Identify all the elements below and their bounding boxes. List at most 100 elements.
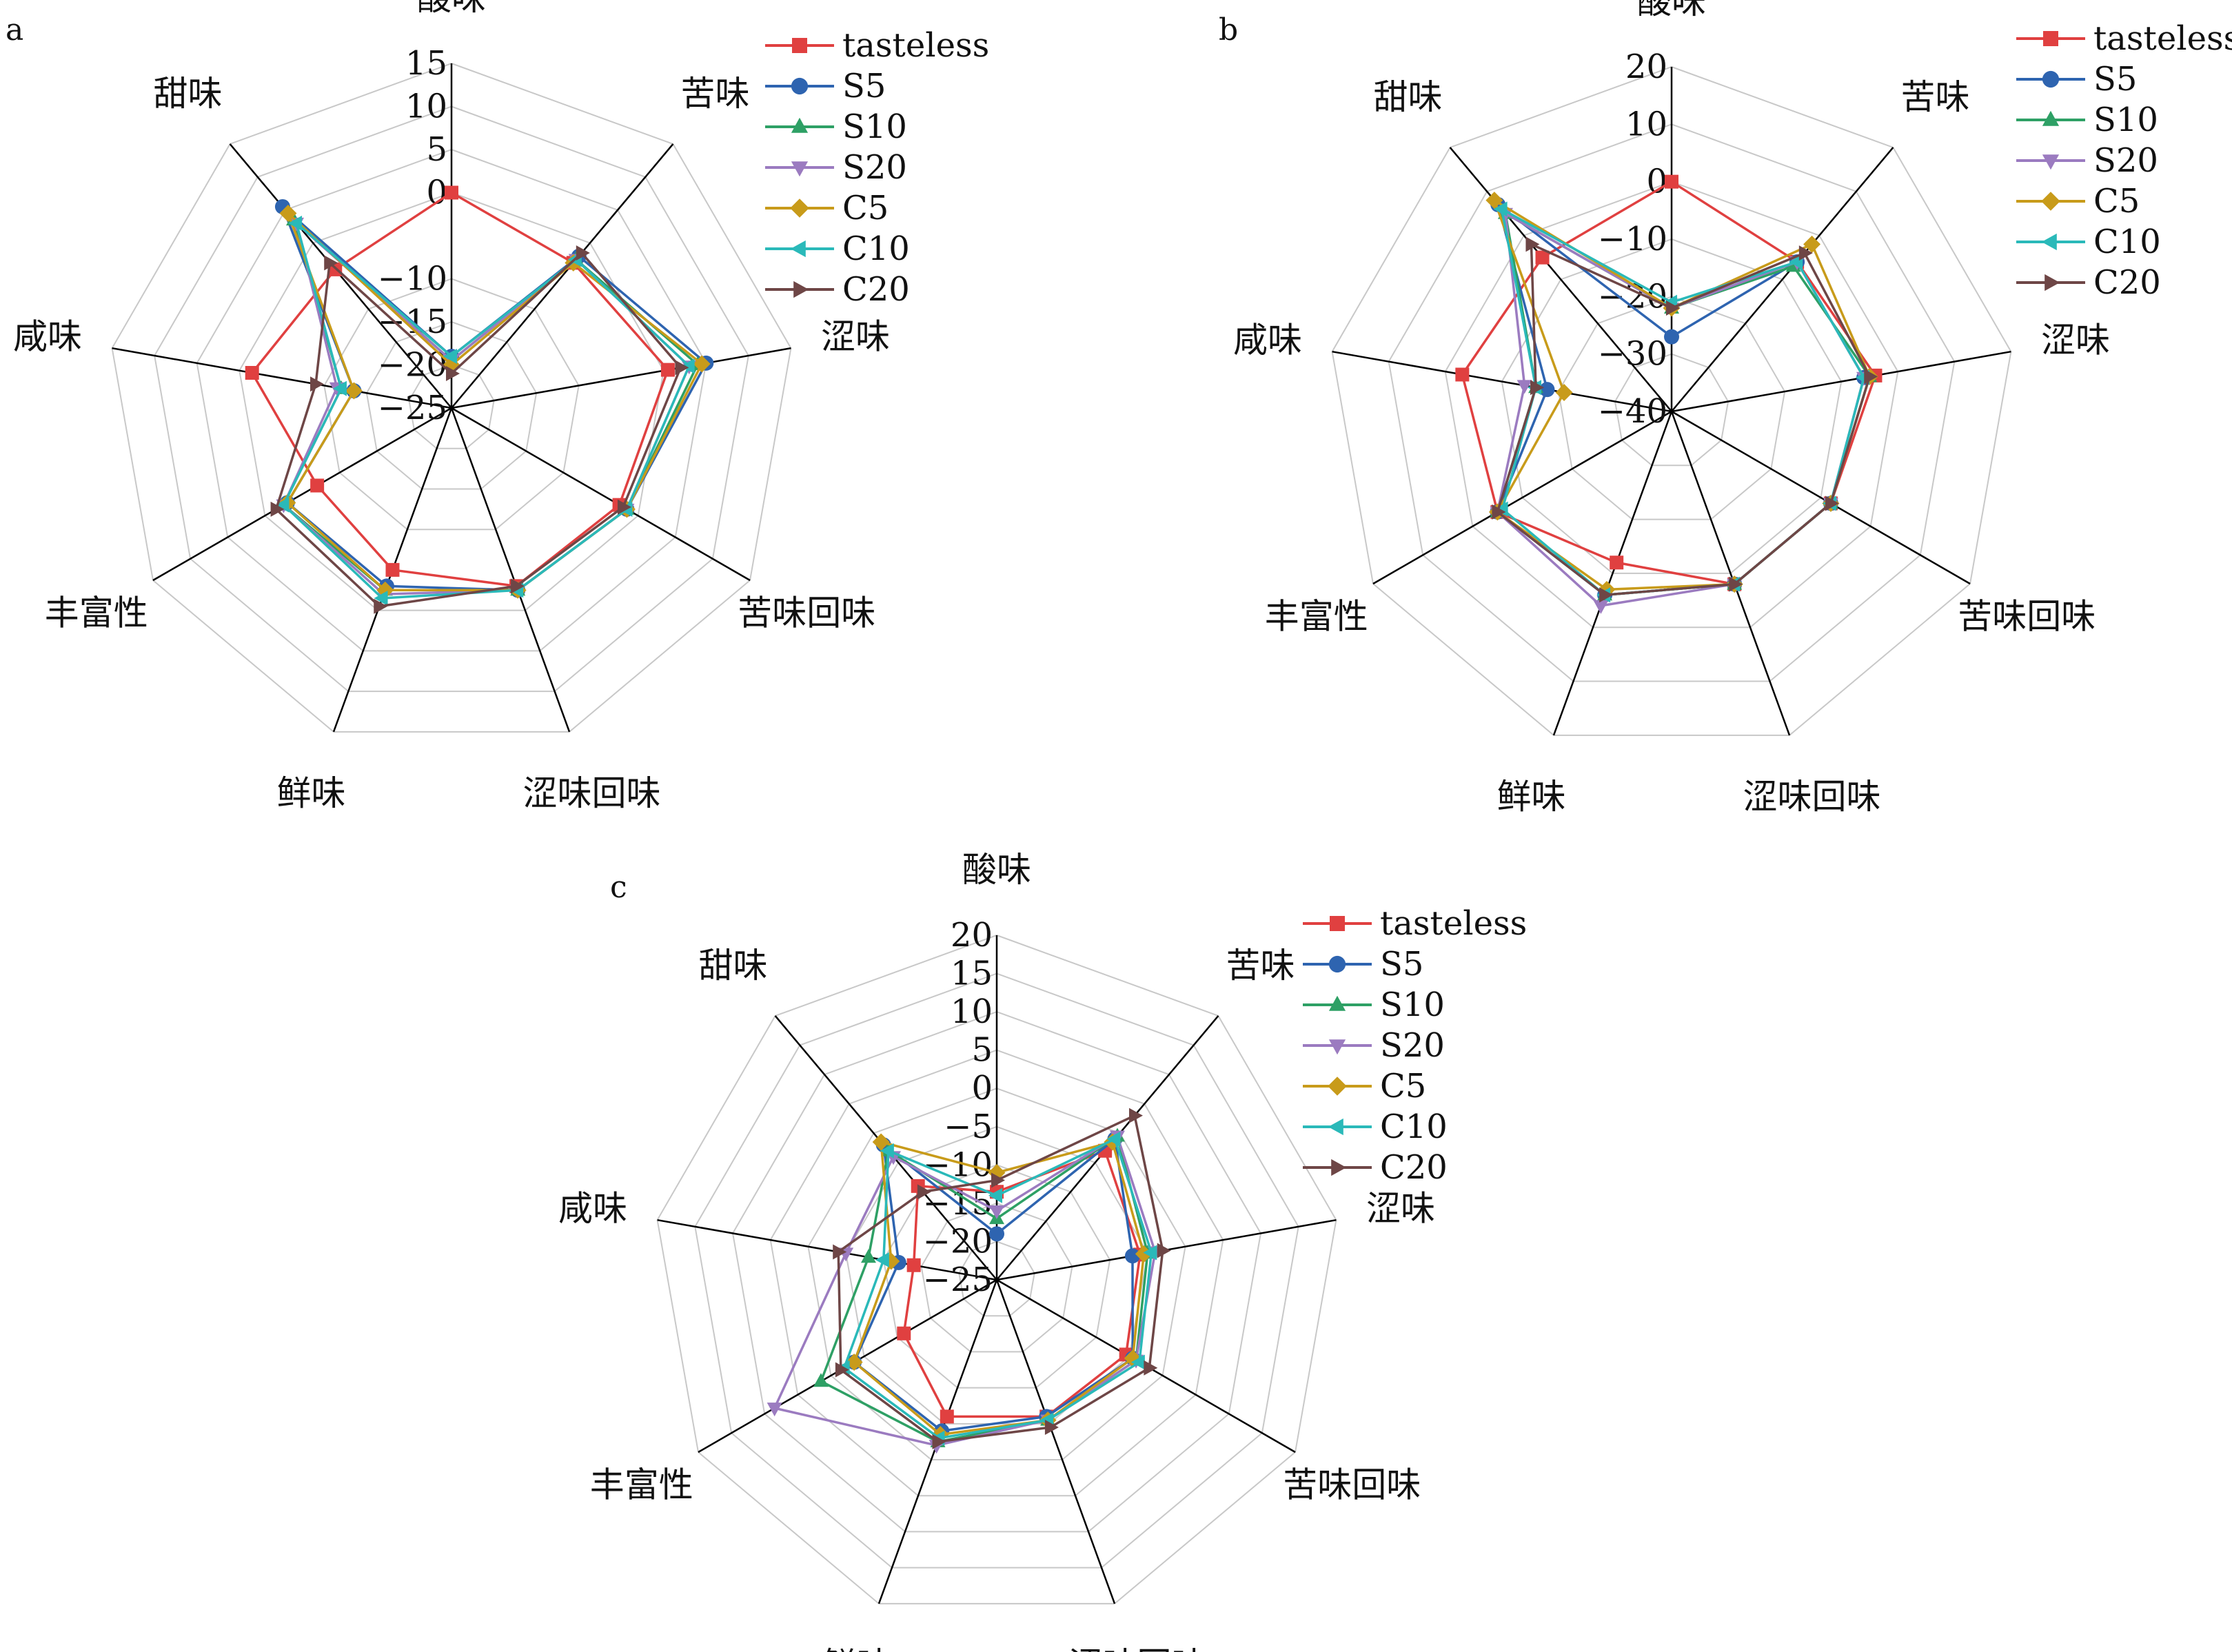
series-line xyxy=(853,1137,1135,1433)
legend-swatch-marker xyxy=(1330,916,1345,931)
legend-item: C10 xyxy=(1303,1108,1448,1146)
series-line xyxy=(250,191,669,588)
axis-label: 涩味回味 xyxy=(523,773,661,813)
legend-item: S10 xyxy=(1303,986,1445,1024)
axis-label: 丰富性 xyxy=(1265,597,1368,637)
data-point xyxy=(270,501,285,517)
legend-item: S5 xyxy=(2016,60,2137,99)
axis-label: 酸味 xyxy=(962,850,1031,890)
series-line xyxy=(842,1137,1153,1440)
legend-swatch-marker xyxy=(791,77,809,95)
data-point xyxy=(1525,236,1540,252)
legend-label: C5 xyxy=(2093,182,2140,221)
data-point xyxy=(1535,250,1550,265)
axis-label: 涩味回味 xyxy=(1068,1645,1206,1652)
data-point xyxy=(1044,1420,1059,1436)
data-point xyxy=(1493,201,1508,217)
axis-spoke xyxy=(1372,410,1672,585)
axis-spoke xyxy=(1671,147,1894,412)
legend-swatch-marker xyxy=(790,240,806,258)
grid-ring xyxy=(731,1011,1262,1533)
legend-label: C5 xyxy=(1380,1067,1426,1105)
series-c20 xyxy=(1492,236,1878,603)
legend-label: S10 xyxy=(842,108,907,146)
data-point xyxy=(1130,1354,1145,1370)
legend-swatch-marker xyxy=(1331,1159,1347,1176)
data-point xyxy=(275,497,290,513)
axis-spoke xyxy=(1449,147,1672,412)
data-point xyxy=(443,349,457,364)
panel-letter: a xyxy=(6,12,23,48)
data-point xyxy=(860,1249,876,1263)
axis-label: 涩味回味 xyxy=(1743,777,1881,817)
legend-item: C20 xyxy=(1303,1148,1448,1187)
legend-label: S20 xyxy=(1380,1026,1445,1065)
axis-label: 甜味 xyxy=(154,74,223,114)
legend-label: tasteless xyxy=(2093,19,2232,58)
axis-spoke xyxy=(451,143,674,409)
series-line xyxy=(286,212,703,592)
legend-swatch-marker xyxy=(792,38,807,53)
legend-swatch-marker xyxy=(2041,192,2060,211)
axis-spoke xyxy=(1552,411,1673,736)
legend-item: S5 xyxy=(765,67,886,105)
data-point xyxy=(660,363,675,377)
data-point xyxy=(245,365,259,380)
legend-item: C10 xyxy=(2016,223,2161,261)
series-group xyxy=(1455,174,1883,614)
axis-label: 酸味 xyxy=(417,0,486,18)
axis-spoke xyxy=(451,347,791,409)
data-point xyxy=(988,1187,1002,1203)
axis-label: 苦味回味 xyxy=(738,593,875,633)
legend-item: C20 xyxy=(765,270,910,309)
grid-ring xyxy=(1557,296,1786,520)
grid-ring xyxy=(769,1049,1224,1497)
axis-label: 鲜味 xyxy=(276,773,345,813)
axis-label: 甜味 xyxy=(699,946,768,986)
legend-swatch-marker xyxy=(2041,233,2057,251)
data-point xyxy=(1803,235,1821,253)
data-point xyxy=(1135,1245,1153,1263)
series-line xyxy=(1496,243,1871,596)
legend-swatch-marker xyxy=(2043,31,2058,46)
data-point xyxy=(310,478,325,493)
tick-label: 0 xyxy=(971,1069,993,1108)
axis-spoke xyxy=(1671,410,1971,585)
tick-label: 20 xyxy=(1625,48,1667,86)
grid-ring xyxy=(1614,353,1729,467)
legend-swatch-marker xyxy=(2042,154,2060,170)
legend-label: tasteless xyxy=(842,26,989,65)
legend-item: S10 xyxy=(2016,101,2158,139)
grid-ring xyxy=(807,1088,1186,1461)
axis-spoke xyxy=(657,1218,997,1281)
axis-label: 苦味 xyxy=(1900,77,1969,117)
legend-label: C10 xyxy=(842,230,910,268)
data-point xyxy=(1555,384,1573,402)
legend-item: C5 xyxy=(765,189,889,227)
data-point xyxy=(1157,1243,1171,1258)
axis-label: 涩味 xyxy=(821,317,890,357)
axis-label: 苦味回味 xyxy=(1283,1465,1421,1505)
data-point xyxy=(989,1226,1004,1242)
axis-label: 苦味回味 xyxy=(1958,597,2096,637)
data-point xyxy=(940,1409,954,1424)
series-line xyxy=(773,1134,1157,1447)
legend-label: C5 xyxy=(842,189,889,227)
data-point xyxy=(446,366,460,381)
data-point xyxy=(1530,380,1545,396)
data-point xyxy=(1492,504,1506,520)
data-point xyxy=(1106,1131,1121,1147)
data-point xyxy=(845,1353,863,1371)
data-point xyxy=(1455,367,1470,382)
tick-label: −20 xyxy=(923,1222,993,1261)
grid-ring xyxy=(882,1164,1111,1389)
series-line xyxy=(274,252,682,608)
axis-label: 涩味 xyxy=(1366,1189,1435,1229)
data-point xyxy=(445,185,458,200)
axis-spoke xyxy=(1671,350,2011,413)
